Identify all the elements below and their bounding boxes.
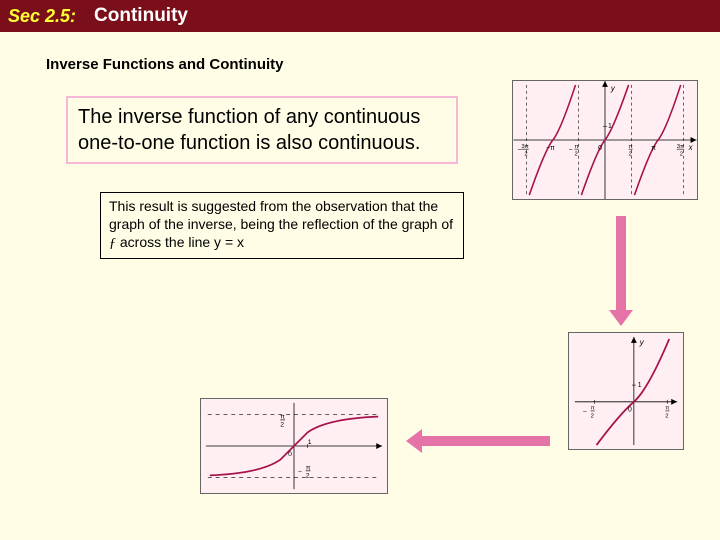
svg-text:2: 2 [680, 152, 683, 158]
svg-text:π: π [651, 145, 656, 152]
theorem-text: The inverse function of any continuous o… [78, 106, 420, 154]
svg-text:2: 2 [280, 421, 284, 428]
svg-text:2: 2 [524, 152, 527, 158]
svg-text:−: − [569, 147, 573, 154]
chart-tan-full: y x 1 0 − 3π 2 −π − π 2 π 2 π 3π 2 [512, 80, 698, 200]
svg-text:0: 0 [598, 145, 602, 152]
svg-text:2: 2 [306, 472, 310, 479]
svg-text:π: π [306, 465, 311, 472]
explanation-pre: This result is suggested from the observ… [109, 198, 453, 232]
svg-text:−: − [298, 468, 302, 475]
slide-header: Sec 2.5: Continuity [0, 0, 720, 32]
svg-text:π: π [591, 406, 595, 412]
svg-text:2: 2 [575, 152, 578, 158]
topic-subheading: Inverse Functions and Continuity [46, 56, 284, 73]
svg-text:π: π [665, 406, 669, 412]
explanation-post: across the line y = x [116, 234, 244, 250]
svg-text:1: 1 [608, 123, 612, 130]
svg-text:π: π [575, 144, 579, 150]
explanation-box: This result is suggested from the observ… [100, 192, 464, 259]
chart-arctan: π 2 − π 2 0 1 [200, 398, 388, 494]
svg-text:2: 2 [665, 414, 668, 420]
section-number: Sec 2.5: [8, 6, 76, 27]
svg-text:1: 1 [308, 439, 312, 446]
theorem-box: The inverse function of any continuous o… [66, 96, 458, 164]
svg-text:π: π [280, 414, 285, 421]
arrow-left-icon [420, 436, 550, 446]
svg-text:2: 2 [629, 152, 632, 158]
svg-text:0: 0 [628, 407, 632, 414]
svg-text:π: π [629, 144, 633, 150]
svg-text:−π: −π [546, 145, 555, 152]
chart-tan-restricted: y 1 0 − π 2 π 2 [568, 332, 684, 450]
section-title: Continuity [94, 5, 188, 27]
svg-text:3π: 3π [677, 144, 684, 150]
arrow-down-icon [616, 216, 626, 312]
svg-text:−: − [583, 409, 587, 416]
svg-text:3π: 3π [521, 144, 528, 150]
svg-text:0: 0 [288, 451, 292, 458]
explanation-f: ƒ [109, 236, 116, 251]
svg-text:2: 2 [591, 414, 594, 420]
svg-text:1: 1 [638, 382, 642, 389]
